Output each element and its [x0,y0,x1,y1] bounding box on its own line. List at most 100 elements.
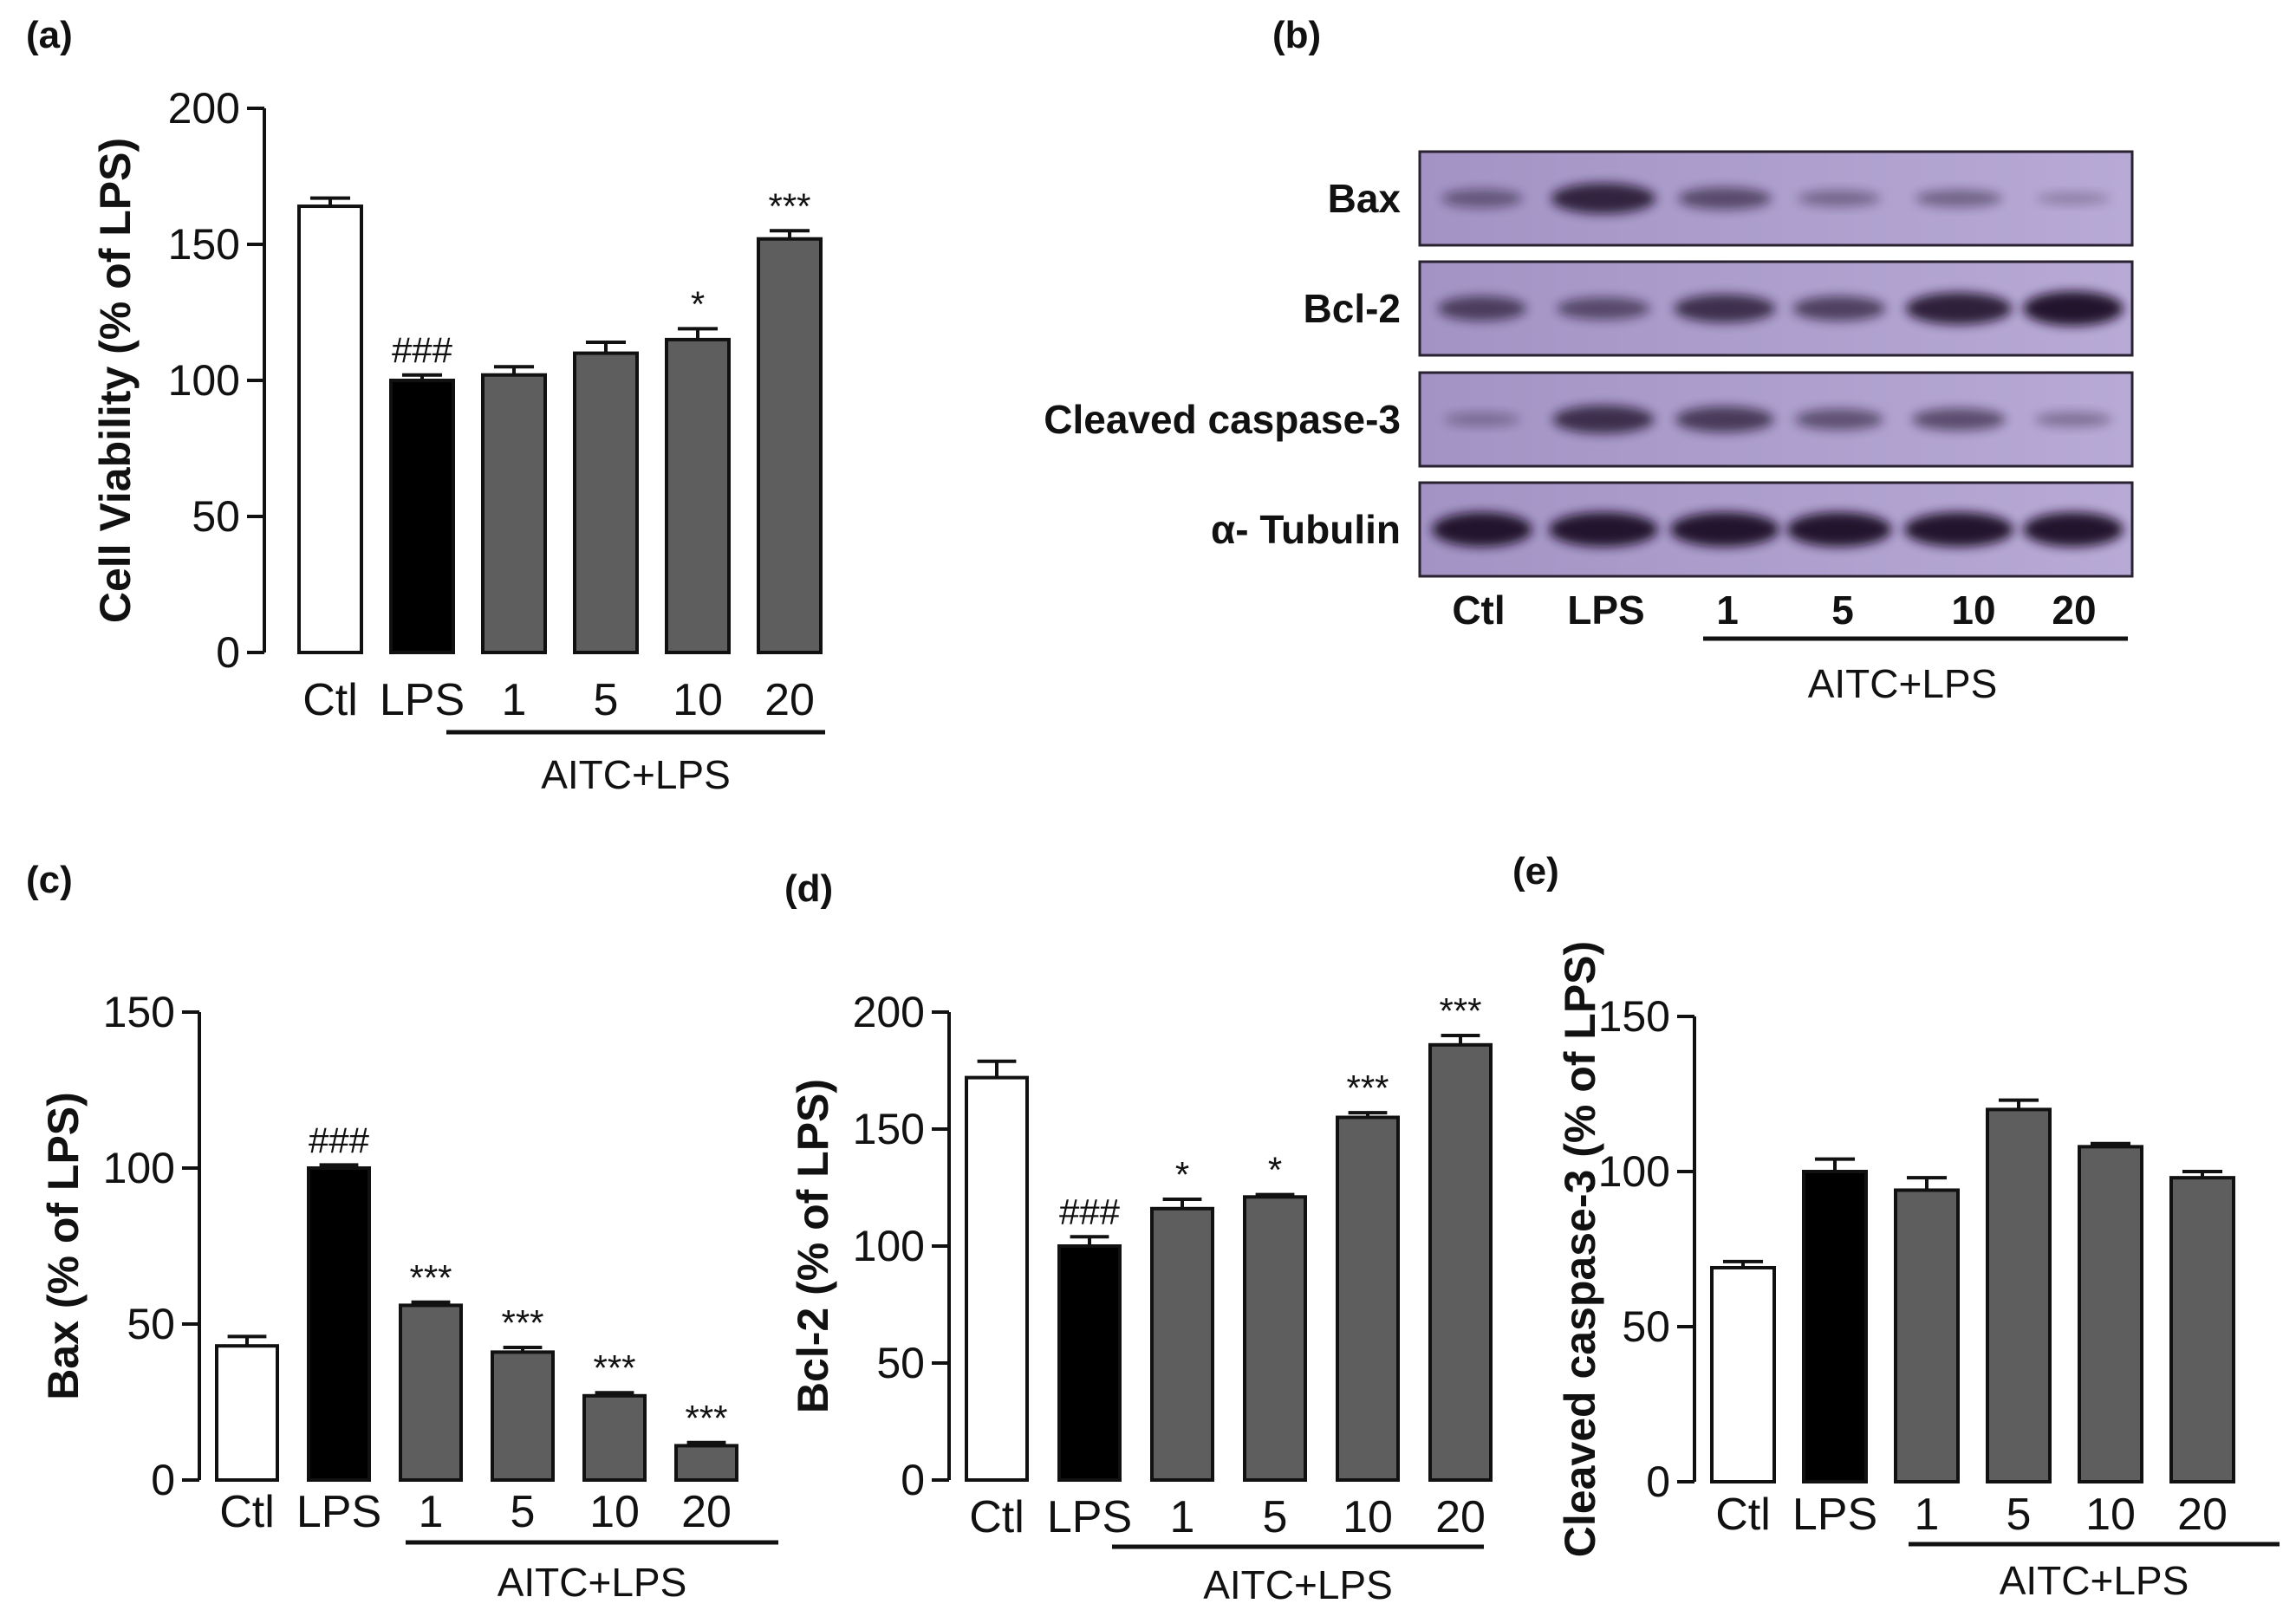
bar-Ctl [1710,1265,1776,1483]
category-label: 1 [1170,1492,1195,1542]
blot-band [2023,512,2124,547]
significance-label: ### [1059,1191,1121,1232]
category-label: 20 [764,675,815,725]
blot-band [1551,183,1656,214]
bar-5 [573,351,639,654]
blot-band [1675,406,1774,433]
y-tick-label: 150 [1598,992,1670,1041]
blot-band [1432,512,1532,547]
category-label: LPS [1792,1490,1877,1540]
significance-label: * [1268,1150,1282,1191]
category-label: 5 [511,1487,536,1537]
group-label: AITC+LPS [2000,1558,2189,1603]
blot-lane-label: 10 [1951,588,1995,633]
y-tick-label: 50 [1622,1302,1670,1351]
category-label: 20 [2177,1490,2228,1540]
bar-10 [582,1393,647,1483]
y-axis-label: Bax (% of LPS) [39,1092,88,1400]
panel-label-d: (d) [784,867,833,910]
y-tick-label: 150 [853,1105,925,1153]
significance-label: * [1175,1154,1189,1195]
chart-a: 0 50 100 150 200 Cell Viability (% of LPS) Ctl… [91,84,825,797]
blot-row-label: α- Tubulin [1211,507,1401,552]
bar-LPS [1057,1244,1122,1482]
bar-LPS [307,1166,371,1482]
blot-strip [1418,150,2134,247]
category-label: 5 [1263,1492,1288,1542]
bar-1 [1894,1188,1960,1483]
western-blot: Bax Bcl-2 Cleaved caspase-3 α- Tubulin Ctl LP… [1044,150,2134,706]
category-label: 20 [681,1487,732,1537]
group-label: AITC+LPS [498,1560,687,1605]
blot-band [1912,408,2006,431]
blot-row-label: Cleaved caspase-3 [1044,397,1401,442]
panel-label-c: (c) [26,859,73,901]
y-tick-label: 100 [103,1144,175,1192]
bar-10 [2078,1145,2143,1483]
bar-Ctl [215,1344,279,1482]
bar-20 [674,1444,738,1483]
blot-band [1557,297,1650,320]
significance-label: *** [768,185,810,226]
blot-band [1798,190,1881,207]
category-label: 10 [2085,1490,2136,1540]
blot-band [1444,412,1520,427]
chart-c: 0 50 100 150 Bax (% of LPS) Ctl ### LPS *** 1 *** 5… [39,988,778,1605]
blot-band [1670,512,1779,547]
y-tick-label: 100 [1598,1147,1670,1196]
significance-label: ### [309,1120,370,1160]
blot-row-label: Bcl-2 [1304,286,1401,331]
blot-band [1674,294,1776,323]
blot-band [2023,291,2124,326]
blot-band [1792,295,1886,321]
y-tick-label: 50 [127,1300,175,1348]
category-label: LPS [1047,1492,1132,1542]
blot-band [1549,512,1658,547]
y-tick-label: 100 [168,356,240,405]
blot-band [1795,408,1883,431]
panel-label-e: (e) [1512,850,1559,893]
bar-5 [491,1350,555,1483]
bar-Ctl [965,1075,1029,1482]
category-label: LPS [380,675,465,725]
category-label: 5 [594,675,619,725]
blot-band [2034,412,2112,427]
y-axis-label: Bcl-2 (% of LPS) [789,1079,837,1413]
category-label: 1 [419,1487,444,1537]
category-label: 20 [1435,1492,1486,1542]
bar-20 [2169,1176,2235,1484]
bar-10 [665,337,731,654]
y-tick-label: 0 [901,1456,925,1504]
category-label: Ctl [219,1487,275,1537]
significance-label: *** [685,1398,727,1438]
significance-label: *** [1439,990,1481,1031]
bar-LPS [1802,1170,1868,1483]
category-label: 10 [589,1487,640,1537]
y-tick-label: 200 [853,988,925,1036]
y-tick-label: 100 [853,1222,925,1270]
category-label: Ctl [969,1492,1024,1542]
category-label: Ctl [302,675,358,725]
blot-strip [1418,260,2134,357]
category-label: LPS [296,1487,381,1537]
y-tick-label: 0 [151,1456,175,1504]
significance-label: * [691,283,705,324]
category-label: 1 [1915,1490,1940,1540]
significance-label: *** [409,1257,452,1298]
blot-lane-label: 1 [1716,588,1739,633]
blot-band [1441,189,1524,208]
blot-band [1905,292,2013,325]
bar-20 [1428,1042,1493,1483]
blot-lane-label: 5 [1831,588,1854,633]
category-label: 10 [673,675,723,725]
bar-LPS [389,379,455,654]
blot-band [1552,405,1655,434]
blot-band [1904,512,2013,547]
bar-1 [1150,1206,1214,1483]
y-tick-label: 0 [1646,1457,1670,1506]
y-tick-label: 150 [168,220,240,269]
significance-label: ### [392,330,453,371]
y-axis-label: Cleaved caspase-3 (% of LPS) [1556,941,1604,1557]
blot-band [1915,189,2003,208]
